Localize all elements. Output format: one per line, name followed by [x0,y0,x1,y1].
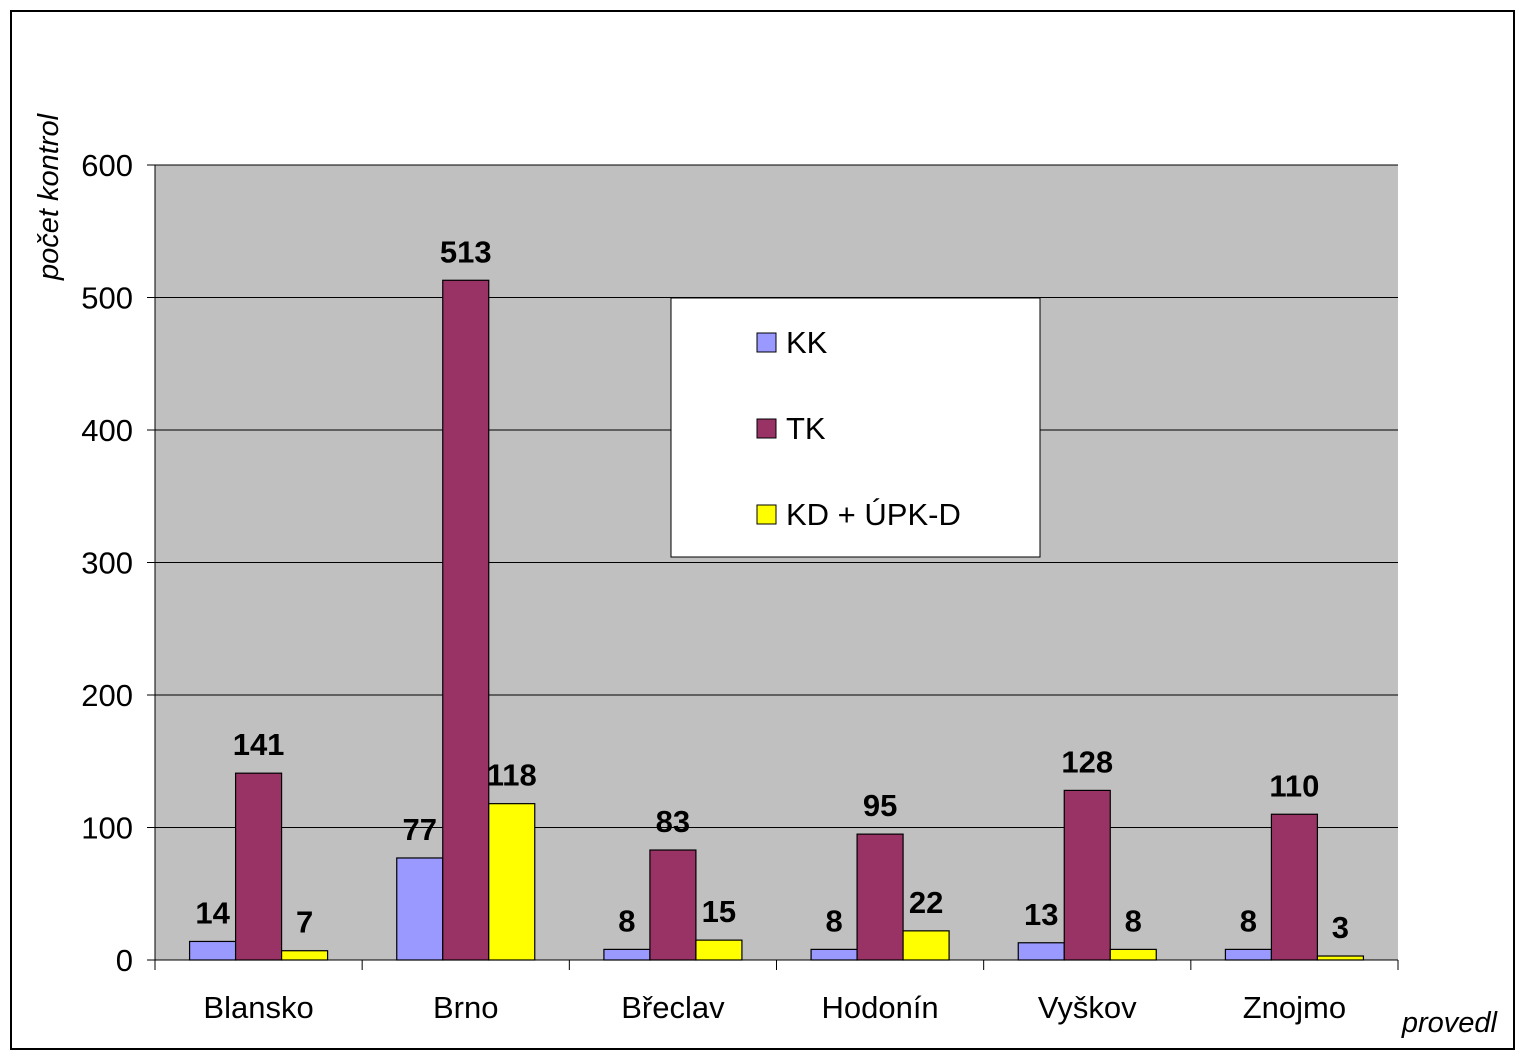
y-tick-label: 500 [81,281,133,316]
legend-box [670,297,1041,558]
bar [1063,789,1111,961]
bar [396,857,444,961]
x-axis-title: provedl [1401,1007,1499,1039]
category-label: Znojmo [1243,990,1346,1025]
data-label: 513 [440,234,492,269]
data-label: 3 [1332,910,1349,945]
bar [1109,948,1157,961]
bar [856,833,904,961]
legend-swatch [756,504,777,525]
category-label: Břeclav [621,990,725,1025]
data-label: 128 [1061,744,1113,779]
y-tick-label: 0 [116,943,133,978]
bar [1316,955,1365,961]
legend: KK TK KD + ÚPK-D [670,297,1041,558]
y-tick-label: 200 [81,678,133,713]
data-label: 14 [195,895,230,930]
data-label: 83 [656,804,690,839]
data-label: 8 [1125,903,1142,938]
data-label: 77 [403,812,437,847]
data-label: 15 [702,894,736,929]
data-label: 110 [1269,768,1319,803]
legend-label: TK [786,411,826,446]
data-label: 13 [1024,897,1058,932]
data-label: 8 [1240,903,1257,938]
category-label: Blansko [203,990,313,1025]
y-tick-label: 100 [81,811,133,846]
labels: 0 100 200 300 400 500 600 Blansko 14 141 7 Brno 77 51… [81,148,1349,1025]
bar [1017,942,1065,961]
bar [280,950,329,961]
bar [649,849,697,961]
category-label: Brno [433,990,498,1025]
y-tick-label: 400 [81,413,133,448]
bar [234,772,283,961]
y-axis-title: počet kontrol [33,112,65,281]
data-label: 141 [233,727,285,762]
bar [1270,813,1319,961]
bar [902,930,950,961]
legend-label: KD + ÚPK-D [786,497,961,532]
data-label: 8 [618,903,635,938]
data-label: 8 [825,903,842,938]
bar [603,948,651,961]
bar [695,939,743,961]
category-label: Vyškov [1038,990,1137,1025]
data-label: 118 [487,758,537,793]
data-label: 95 [863,788,897,823]
category-label: Hodonín [821,990,938,1025]
bar [488,803,536,961]
bars [188,279,1365,961]
legend-swatch [756,332,777,353]
bar [188,940,237,961]
bar [810,948,858,961]
data-label: 22 [909,885,943,920]
data-label: 7 [296,905,313,940]
legend-label: KK [786,325,828,360]
bar [1224,948,1273,961]
y-tick-label: 600 [81,148,133,183]
legend-swatch [756,418,777,439]
axes [147,164,1399,970]
y-tick-label: 300 [81,546,133,581]
bar [442,279,490,961]
